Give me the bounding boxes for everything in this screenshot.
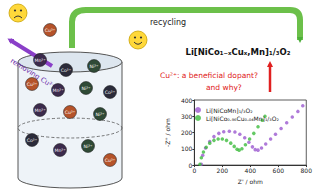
- svg-text:300: 300: [181, 113, 193, 120]
- svg-text:Ni²⁺: Ni²⁺: [90, 64, 100, 69]
- svg-text:Cu²⁺: Cu²⁺: [27, 82, 38, 87]
- svg-text:800: 800: [301, 167, 313, 174]
- svg-text:Co²⁺: Co²⁺: [27, 138, 38, 143]
- svg-text:and why?: and why?: [206, 83, 242, 92]
- svg-text:Li[NiCoMn]₁/₃O₂: Li[NiCoMn]₁/₃O₂: [206, 107, 253, 114]
- svg-text:100: 100: [181, 145, 193, 152]
- svg-text:Cu²⁺: Cu²⁺: [105, 158, 116, 163]
- svg-text:Li[NiCo₁₋ₓCuₓ,Mn]₁/₃O₂: Li[NiCo₁₋ₓCuₓ,Mn]₁/₃O₂: [186, 47, 291, 57]
- svg-text:removing Cu²⁺: removing Cu²⁺: [9, 57, 57, 91]
- svg-text:600: 600: [273, 167, 285, 174]
- svg-text:Co²⁺: Co²⁺: [105, 90, 116, 95]
- svg-text:Ni²⁺: Ni²⁺: [96, 112, 106, 117]
- svg-text:0: 0: [192, 167, 196, 174]
- svg-text:Cu²⁺: a beneficial dopant?: Cu²⁺: a beneficial dopant?: [160, 71, 258, 80]
- svg-text:Ni²⁺: Ni²⁺: [84, 144, 94, 149]
- svg-text:Co²⁺: Co²⁺: [61, 68, 72, 73]
- svg-text:Cu²⁺: Cu²⁺: [65, 110, 76, 115]
- svg-text:recycling: recycling: [150, 18, 186, 27]
- svg-text:0: 0: [188, 161, 193, 169]
- svg-text:-Z'' / ohm: -Z'' / ohm: [164, 118, 171, 147]
- svg-text:200: 200: [181, 129, 193, 136]
- svg-text:Mn²⁺: Mn²⁺: [52, 88, 64, 93]
- svg-text:Mn²⁺: Mn²⁺: [34, 58, 46, 63]
- svg-text:Li[NiCo₀.₉₆Cu₀.₀₄Mn]₁/₃O₂: Li[NiCo₀.₉₆Cu₀.₀₄Mn]₁/₃O₂: [206, 115, 279, 122]
- svg-text:Mn²⁺: Mn²⁺: [34, 108, 46, 113]
- svg-text:Ni²⁺: Ni²⁺: [82, 86, 92, 91]
- svg-text:Mn²⁺: Mn²⁺: [54, 148, 66, 153]
- svg-text:Z' / ohm: Z' / ohm: [238, 178, 263, 185]
- svg-text:200: 200: [217, 167, 229, 174]
- svg-text:400: 400: [181, 97, 193, 104]
- svg-text:Cu²⁺: Cu²⁺: [45, 28, 56, 33]
- svg-text:400: 400: [245, 167, 257, 174]
